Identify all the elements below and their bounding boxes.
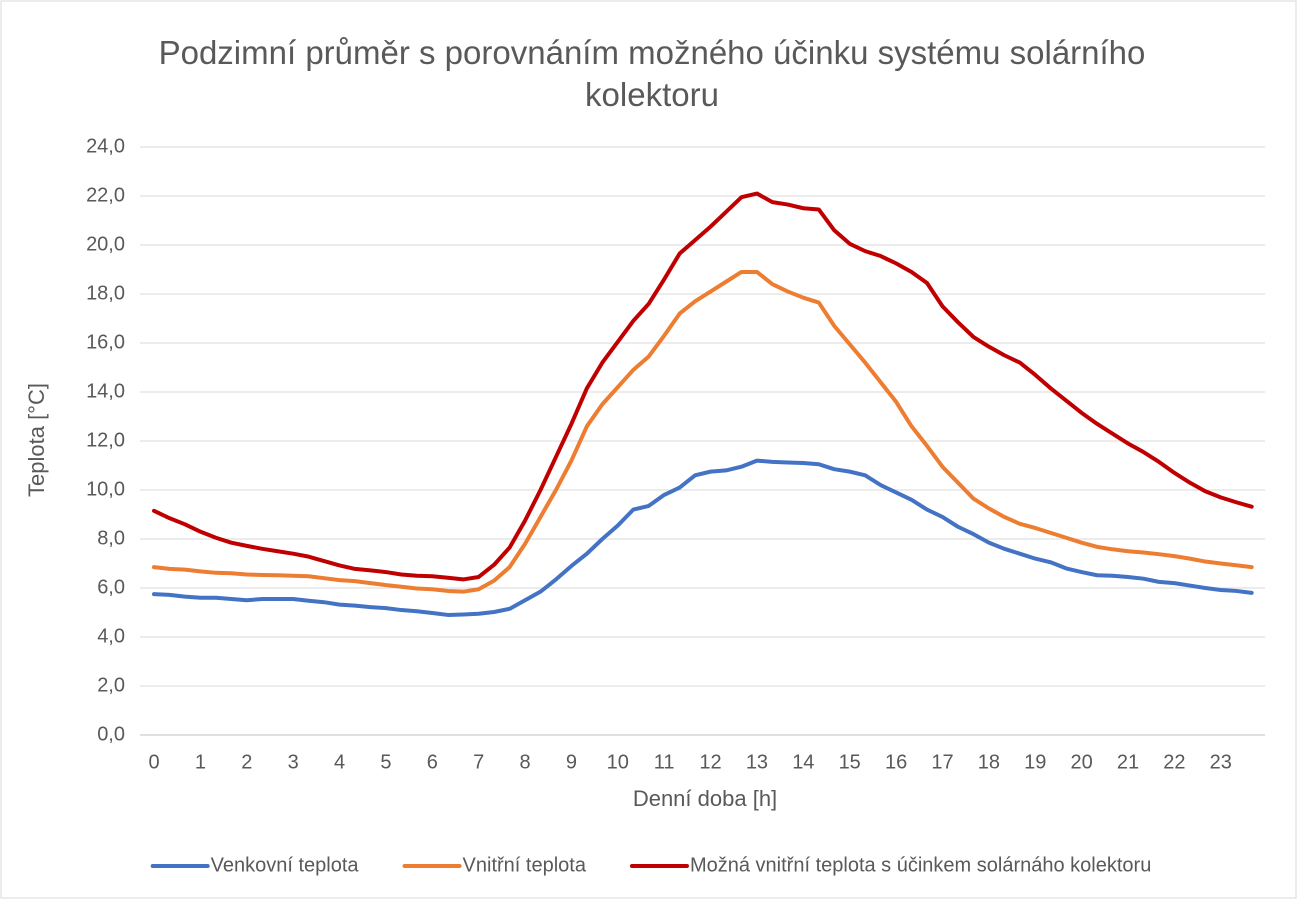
x-tick-label: 18: [978, 751, 1000, 773]
x-tick-label: 17: [931, 751, 953, 773]
legend-label: Možná vnitřní teplota s účinkem solárnáh…: [690, 854, 1151, 876]
x-tick-label: 3: [288, 751, 299, 773]
y-tick-label: 20,0: [86, 233, 125, 255]
x-tick-label: 23: [1210, 751, 1232, 773]
x-tick-label: 5: [380, 751, 391, 773]
x-tick-label: 6: [427, 751, 438, 773]
y-tick-label: 6,0: [97, 576, 125, 598]
y-tick-label: 10,0: [86, 478, 125, 500]
chart-title: Podzimní průměr s porovnáním možného úči…: [158, 34, 1146, 113]
y-tick-label: 12,0: [86, 429, 125, 451]
y-tick-label: 8,0: [97, 527, 125, 549]
x-tick-label: 14: [792, 751, 814, 773]
x-tick-label: 7: [473, 751, 484, 773]
y-tick-label: 0,0: [97, 723, 125, 745]
y-tick-label: 24,0: [86, 135, 125, 157]
x-tick-label: 2: [241, 751, 252, 773]
y-tick-label: 22,0: [86, 184, 125, 206]
x-tick-label: 11: [654, 751, 675, 773]
y-tick-label: 2,0: [97, 674, 125, 696]
x-tick-label: 16: [885, 751, 907, 773]
x-tick-label: 13: [746, 751, 768, 773]
y-axis-label: Teplota [°C]: [24, 383, 49, 497]
x-tick-label: 20: [1070, 751, 1092, 773]
y-tick-label: 16,0: [86, 331, 125, 353]
line-series: [152, 458, 1254, 617]
x-tick-label: 1: [195, 751, 206, 773]
x-tick-label: 21: [1117, 751, 1139, 773]
legend-label: Venkovní teplota: [211, 854, 360, 876]
legend-label: Vnitřní teplota: [463, 854, 587, 876]
x-axis-label: Denní doba [h]: [633, 786, 777, 811]
x-tick-label: 4: [334, 751, 345, 773]
x-tick-label: 10: [607, 751, 629, 773]
x-tick-label: 12: [699, 751, 721, 773]
x-tick-label: 15: [839, 751, 861, 773]
y-tick-label: 14,0: [86, 380, 125, 402]
x-tick-label: 0: [148, 751, 159, 773]
y-tick-label: 4,0: [97, 625, 125, 647]
x-tick-label: 22: [1163, 751, 1185, 773]
line-series: [152, 269, 1254, 594]
x-tick-label: 19: [1024, 751, 1046, 773]
x-tick-label: 8: [519, 751, 530, 773]
y-tick-label: 18,0: [86, 282, 125, 304]
line-series: [152, 191, 1254, 582]
x-tick-label: 9: [566, 751, 577, 773]
